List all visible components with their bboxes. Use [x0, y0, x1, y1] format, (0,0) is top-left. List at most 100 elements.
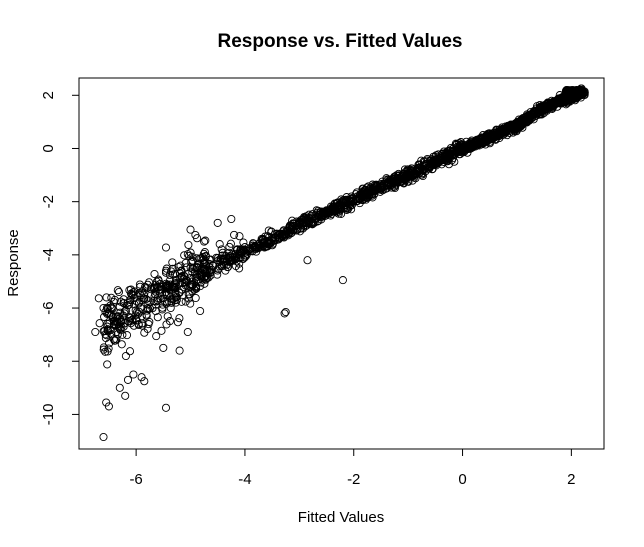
data-point [200, 260, 209, 269]
data-point [317, 211, 326, 220]
y-axis: -10 -8 -6 -4 -2 0 2 [40, 91, 80, 426]
data-point [219, 257, 228, 266]
data-point [177, 297, 186, 306]
data-point [139, 294, 148, 303]
data-point [200, 248, 209, 257]
data-point [121, 351, 130, 361]
data-point [530, 107, 539, 116]
data-point [129, 288, 138, 297]
data-point [499, 127, 508, 136]
data-point [138, 319, 147, 328]
plot-frame [78, 77, 605, 450]
data-point [151, 280, 161, 289]
data-point [326, 206, 335, 215]
data-point [391, 180, 400, 189]
x-axis: -6 -4 -2 0 2 [129, 448, 576, 488]
data-point [103, 308, 112, 317]
data-point [227, 214, 236, 224]
y-tick-label: -10 [40, 404, 57, 426]
data-point [199, 266, 208, 275]
data-point [313, 208, 322, 217]
data-point [368, 189, 377, 198]
data-point [457, 140, 466, 149]
data-point [295, 217, 304, 226]
data-point [472, 138, 481, 147]
data-point [306, 213, 315, 222]
x-axis-label: Fitted Values [298, 509, 384, 526]
data-point [184, 294, 193, 303]
data-point [174, 262, 183, 272]
data-point [275, 229, 284, 238]
y-tick-label: -4 [40, 248, 57, 261]
data-point [199, 249, 208, 258]
data-point [135, 280, 144, 289]
data-point [168, 258, 177, 267]
data-point [438, 155, 447, 164]
data-point [387, 180, 396, 189]
data-point [280, 309, 289, 318]
data-point [154, 283, 163, 292]
data-point [104, 402, 113, 411]
data-point [539, 103, 548, 112]
data-point [437, 156, 446, 165]
data-point [369, 184, 379, 193]
data-point [186, 273, 195, 283]
data-point [473, 140, 482, 149]
data-point [152, 332, 161, 341]
data-point [129, 370, 138, 379]
data-point [175, 346, 184, 355]
data-point [274, 235, 283, 244]
chart-title: Response vs. Fitted Values [218, 31, 463, 52]
data-point [225, 254, 234, 263]
data-point [161, 403, 171, 412]
data-point [150, 292, 159, 301]
data-point [437, 160, 446, 169]
data-point [487, 130, 496, 139]
data-point [183, 327, 192, 337]
data-point [384, 177, 393, 186]
data-point [145, 278, 154, 287]
data-point [254, 241, 263, 251]
data-point [346, 202, 355, 211]
data-point [339, 201, 348, 210]
data-point [407, 172, 417, 181]
data-point [252, 247, 261, 256]
data-points [91, 84, 589, 442]
data-point [188, 287, 197, 296]
data-point [287, 229, 296, 238]
data-point [144, 305, 153, 314]
data-point [99, 327, 108, 336]
data-point [317, 215, 326, 224]
data-point [334, 209, 343, 218]
data-point [238, 247, 247, 256]
data-point [265, 236, 274, 245]
data-point [122, 331, 132, 340]
data-point [230, 230, 239, 239]
data-point [453, 146, 462, 155]
data-point [104, 327, 113, 336]
data-point [166, 303, 175, 313]
x-tick-label: 0 [458, 471, 466, 488]
data-point [527, 109, 536, 118]
data-point [429, 160, 438, 169]
data-point [178, 285, 187, 294]
data-point [503, 126, 512, 135]
data-point [167, 298, 176, 307]
data-point [192, 284, 201, 293]
data-point [196, 278, 205, 287]
data-point [443, 149, 452, 158]
data-point [338, 276, 347, 285]
data-point [196, 306, 205, 316]
data-point [137, 373, 146, 382]
data-point [432, 151, 441, 160]
data-point [226, 239, 235, 248]
data-point [123, 375, 133, 384]
data-point [170, 279, 179, 288]
data-point [418, 166, 427, 175]
data-point [326, 202, 335, 211]
data-point [113, 286, 122, 295]
data-point [215, 262, 224, 271]
data-point [213, 218, 222, 227]
data-point [279, 231, 288, 240]
data-point [142, 310, 151, 319]
